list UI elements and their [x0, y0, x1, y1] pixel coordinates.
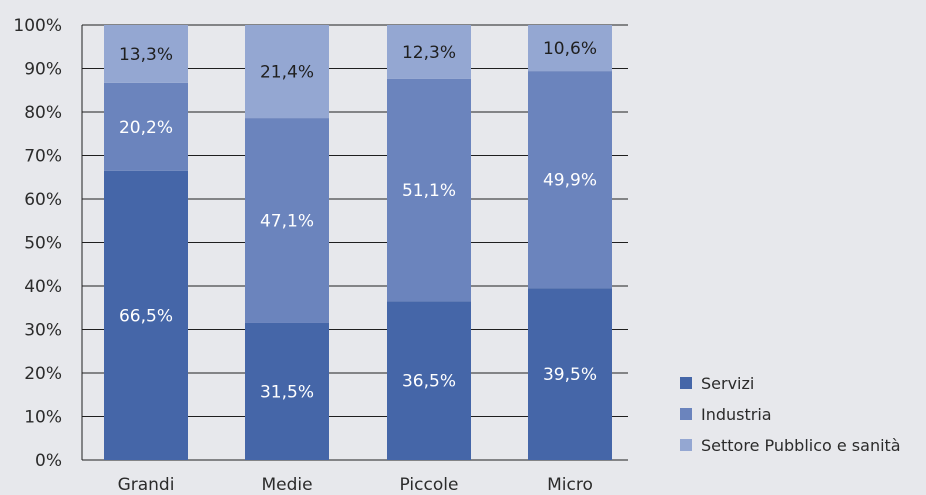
- data-label: 10,6%: [543, 39, 597, 59]
- bar-segment: [245, 322, 329, 460]
- legend-label: Industria: [701, 405, 772, 424]
- y-tick-label: 60%: [24, 190, 62, 210]
- legend-swatch: [680, 377, 692, 389]
- y-tick-label: 30%: [24, 321, 62, 341]
- legend-label: Settore Pubblico e sanità: [701, 436, 901, 455]
- x-tick-label: Micro: [547, 475, 593, 495]
- data-label: 13,3%: [119, 45, 173, 65]
- bar-segment: [528, 25, 612, 72]
- y-tick-label: 40%: [24, 277, 62, 297]
- legend-swatch: [680, 439, 692, 451]
- data-label: 39,5%: [543, 365, 597, 385]
- data-label: 66,5%: [119, 306, 173, 326]
- x-tick-label: Grandi: [118, 475, 175, 495]
- data-label: 51,1%: [402, 181, 456, 201]
- bar-segment: [387, 25, 471, 79]
- bar-segment: [245, 25, 329, 119]
- data-label: 31,5%: [260, 382, 314, 402]
- bar-segment: [528, 288, 612, 460]
- y-tick-label: 80%: [24, 103, 62, 123]
- bar-segment: [387, 301, 471, 460]
- data-label: 47,1%: [260, 212, 314, 232]
- bar-segment: [104, 25, 188, 83]
- bar-segment: [104, 170, 188, 460]
- data-label: 20,2%: [119, 118, 173, 138]
- y-tick-label: 0%: [35, 451, 62, 471]
- data-label: 12,3%: [402, 43, 456, 63]
- y-tick-label: 50%: [24, 234, 62, 254]
- bar-segment: [104, 82, 188, 171]
- data-label: 49,9%: [543, 171, 597, 191]
- y-tick-label: 70%: [24, 147, 62, 167]
- legend-label: Servizi: [701, 374, 754, 393]
- data-label: 21,4%: [260, 63, 314, 83]
- data-label: 36,5%: [402, 372, 456, 392]
- x-tick-label: Piccole: [400, 475, 459, 495]
- y-tick-label: 90%: [24, 60, 62, 80]
- x-tick-label: Medie: [261, 475, 312, 495]
- bar-segment: [387, 78, 471, 302]
- bar-segment: [528, 71, 612, 289]
- bar-segment: [245, 118, 329, 323]
- y-tick-label: 20%: [24, 364, 62, 384]
- y-tick-label: 10%: [24, 408, 62, 428]
- y-tick-label: 100%: [13, 16, 62, 36]
- legend-swatch: [680, 408, 692, 420]
